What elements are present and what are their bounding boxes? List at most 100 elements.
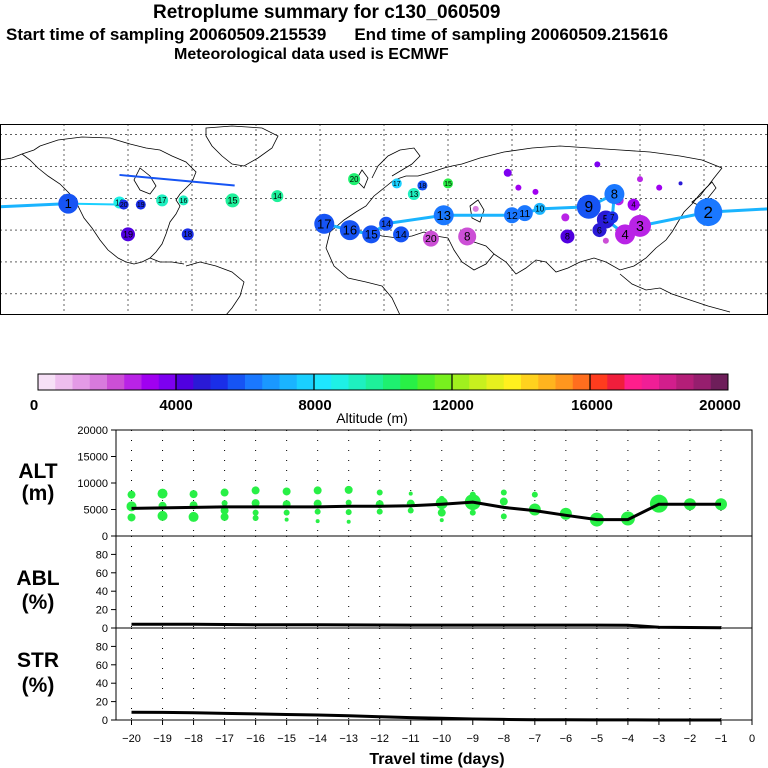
map-track-point-label: 18 bbox=[183, 230, 192, 239]
end-time: End time of sampling 20060509.215616 bbox=[354, 25, 669, 44]
colorbar-swatch bbox=[89, 374, 108, 390]
y-tick-label: 5000 bbox=[84, 505, 108, 517]
map-track-point bbox=[516, 205, 533, 222]
map-track-point bbox=[339, 220, 360, 241]
chart-title: Retroplume summary for c130_060509 bbox=[153, 2, 501, 23]
map-particle-cluster-label: 16 bbox=[180, 198, 188, 205]
colorbar-swatch bbox=[452, 374, 470, 390]
panel-frame bbox=[115, 535, 753, 629]
y-tick-label: 40 bbox=[96, 678, 108, 690]
x-tick-label: −8 bbox=[498, 733, 511, 745]
colorbar-swatch bbox=[124, 374, 142, 390]
altitude-scatter-point bbox=[439, 518, 444, 523]
map-particle-cluster-label: 17 bbox=[158, 196, 167, 205]
colorbar-swatch bbox=[641, 374, 660, 390]
colorbar-tick-label: 0 bbox=[30, 397, 38, 414]
y-tick-label: 15000 bbox=[77, 452, 108, 464]
colorbar-tick-label: 4000 bbox=[159, 397, 192, 414]
map-scatter-dot bbox=[515, 184, 522, 191]
altitude-scatter-point bbox=[127, 490, 136, 499]
x-tick-label: −14 bbox=[308, 733, 327, 745]
map-scatter-dot bbox=[594, 161, 601, 168]
map-particle-cluster bbox=[407, 188, 420, 201]
colorbar-swatch bbox=[555, 374, 574, 390]
y-tick-label: 0 bbox=[102, 623, 108, 635]
map-particle-cluster bbox=[271, 190, 284, 203]
map-track-point-label: 20 bbox=[120, 202, 128, 209]
colorbar-swatch bbox=[417, 374, 436, 390]
map-track-point-label: 8 bbox=[611, 187, 618, 202]
time-series-panels: 20000150001000050000ALT(m)806040200ABL(%… bbox=[16, 425, 755, 768]
colorbar-swatch bbox=[210, 374, 229, 390]
map-scatter-dot bbox=[678, 181, 683, 186]
colorbar-swatch bbox=[486, 374, 505, 390]
colorbar-swatch bbox=[158, 374, 177, 390]
coast-alaska bbox=[0, 145, 41, 161]
x-tick-label: −18 bbox=[184, 733, 203, 745]
colorbar-tick-label: 20000 bbox=[699, 397, 741, 414]
map-track-point-label: 19 bbox=[137, 202, 145, 209]
colorbar-swatch bbox=[193, 374, 211, 390]
coast-central-america bbox=[149, 257, 185, 265]
y-tick-label: 80 bbox=[96, 549, 108, 561]
altitude-scatter-point bbox=[346, 519, 351, 524]
map-particle-cluster-label: 20 bbox=[350, 175, 359, 184]
x-tick-label: −3 bbox=[653, 733, 666, 745]
map-track-point bbox=[362, 225, 381, 244]
map-track-point bbox=[606, 211, 619, 224]
panel-ylabel-unit: (%) bbox=[22, 674, 55, 697]
altitude-scatter-point bbox=[469, 509, 476, 516]
map-particle-cluster-label: 17 bbox=[393, 181, 401, 188]
coast-north-america bbox=[21, 136, 197, 265]
y-tick-label: 60 bbox=[96, 660, 108, 672]
map-particle-cluster bbox=[443, 178, 453, 189]
panel-ylabel: ALT bbox=[18, 460, 57, 483]
altitude-scatter-point bbox=[157, 488, 168, 499]
map-particle-cluster-label: 18 bbox=[419, 183, 427, 190]
colorbar-swatch bbox=[469, 374, 487, 390]
x-tick-label: −5 bbox=[591, 733, 604, 745]
colorbar-swatch bbox=[141, 374, 160, 390]
colorbar-swatch bbox=[590, 374, 608, 390]
colorbar-swatch bbox=[572, 374, 591, 390]
colorbar-swatch bbox=[279, 374, 298, 390]
altitude-scatter-point bbox=[189, 490, 198, 499]
map-track-point bbox=[433, 205, 454, 226]
map-points: 1616151417192013151817208148451234567891… bbox=[58, 161, 723, 247]
track-line bbox=[119, 173, 235, 187]
colorbar-swatch bbox=[400, 374, 418, 390]
x-tick-label: −20 bbox=[122, 733, 141, 745]
colorbar-tick-label: 16000 bbox=[571, 397, 613, 414]
map-track-point-label: 9 bbox=[584, 199, 593, 216]
altitude-scatter-point bbox=[157, 510, 168, 521]
map-scatter-dot bbox=[472, 205, 479, 212]
altitude-scatter-point bbox=[500, 489, 507, 496]
y-tick-label: 80 bbox=[96, 641, 108, 653]
map-scatter-dot bbox=[532, 188, 539, 195]
colorbar-swatch bbox=[521, 374, 539, 390]
altitude-scatter-point bbox=[408, 491, 413, 496]
altitude-scatter-point bbox=[314, 508, 321, 515]
altitude-scatter-point bbox=[127, 513, 136, 522]
y-tick-label: 0 bbox=[102, 715, 108, 727]
altitude-scatter-point bbox=[499, 497, 508, 506]
x-axis-label: Travel time (days) bbox=[369, 751, 504, 768]
map-particle-cluster-label: 19 bbox=[123, 230, 133, 240]
map-particle-cluster bbox=[391, 178, 402, 189]
colorbar-swatch bbox=[107, 374, 125, 390]
altitude-scatter-point bbox=[315, 519, 320, 524]
colorbar-swatch bbox=[503, 374, 522, 390]
track-line bbox=[323, 191, 709, 237]
altitude-scatter-point bbox=[282, 487, 291, 496]
colorbar-swatch bbox=[434, 374, 453, 390]
altitude-scatter-point bbox=[220, 488, 229, 497]
series-line-abl bbox=[131, 622, 722, 630]
altitude-scatter-point bbox=[500, 513, 507, 520]
start-time: Start time of sampling 20060509.215539 bbox=[6, 25, 327, 44]
map-track-point bbox=[181, 228, 194, 241]
map-track-point bbox=[314, 213, 335, 234]
colorbar-label: Altitude (m) bbox=[336, 410, 408, 426]
map-track-point-label: 7 bbox=[610, 213, 614, 222]
coast-africa bbox=[325, 231, 401, 315]
